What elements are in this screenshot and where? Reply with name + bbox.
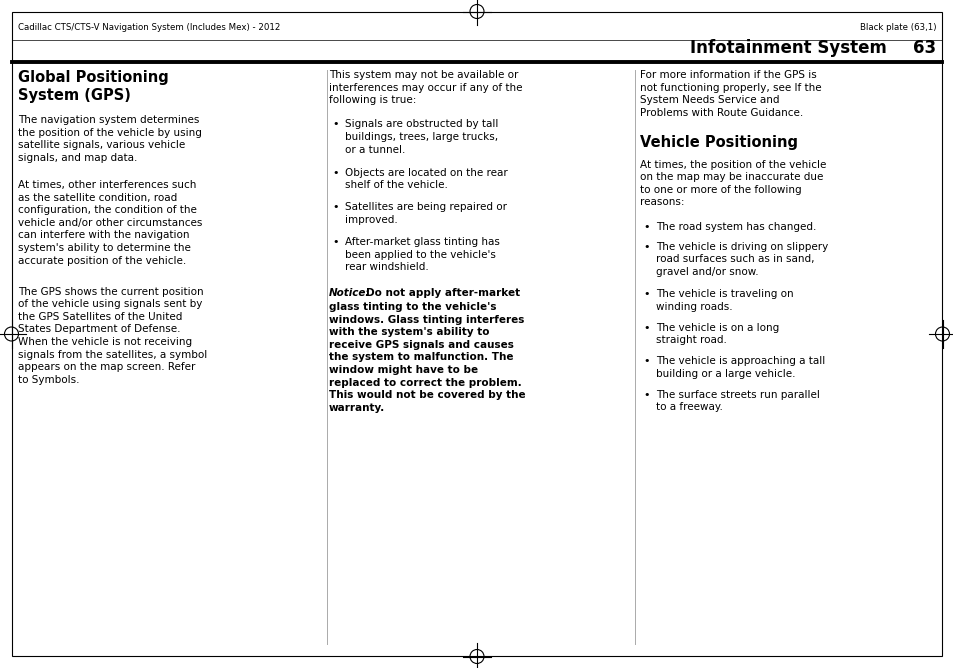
Text: The road system has changed.: The road system has changed.: [656, 222, 816, 232]
Text: •: •: [643, 356, 650, 366]
Text: •: •: [333, 168, 339, 178]
Text: glass tinting to the vehicle's
windows. Glass tinting interferes
with the system: glass tinting to the vehicle's windows. …: [329, 302, 525, 413]
Text: Objects are located on the rear
shelf of the vehicle.: Objects are located on the rear shelf of…: [345, 168, 507, 190]
Text: Cadillac CTS/CTS-V Navigation System (Includes Mex) - 2012: Cadillac CTS/CTS-V Navigation System (In…: [18, 23, 280, 33]
Text: •: •: [643, 222, 650, 232]
Text: Black plate (63,1): Black plate (63,1): [859, 23, 935, 33]
Text: 63: 63: [912, 39, 935, 57]
Text: The navigation system determines
the position of the vehicle by using
satellite : The navigation system determines the pos…: [18, 115, 202, 163]
Text: •: •: [643, 390, 650, 400]
Text: Do not apply after-market: Do not apply after-market: [366, 289, 519, 299]
Text: •: •: [643, 242, 650, 252]
Text: •: •: [333, 237, 339, 247]
Text: The vehicle is on a long
straight road.: The vehicle is on a long straight road.: [656, 323, 779, 345]
Text: The vehicle is driving on slippery
road surfaces such as in sand,
gravel and/or : The vehicle is driving on slippery road …: [656, 242, 827, 277]
Text: Vehicle Positioning: Vehicle Positioning: [639, 135, 797, 150]
Text: Infotainment System: Infotainment System: [689, 39, 886, 57]
Text: The GPS shows the current position
of the vehicle using signals sent by
the GPS : The GPS shows the current position of th…: [18, 287, 207, 385]
Text: This system may not be available or
interferences may occur if any of the
follow: This system may not be available or inte…: [329, 70, 522, 105]
Text: The surface streets run parallel
to a freeway.: The surface streets run parallel to a fr…: [656, 390, 819, 412]
Text: The vehicle is approaching a tall
building or a large vehicle.: The vehicle is approaching a tall buildi…: [656, 356, 824, 379]
Text: Global Positioning
System (GPS): Global Positioning System (GPS): [18, 70, 169, 103]
Text: Notice:: Notice:: [329, 289, 370, 299]
Text: •: •: [643, 323, 650, 333]
Text: After-market glass tinting has
been applied to the vehicle's
rear windshield.: After-market glass tinting has been appl…: [345, 237, 499, 272]
Text: •: •: [643, 289, 650, 299]
Text: At times, the position of the vehicle
on the map may be inaccurate due
to one or: At times, the position of the vehicle on…: [639, 160, 825, 207]
Text: For more information if the GPS is
not functioning properly, see If the
System N: For more information if the GPS is not f…: [639, 70, 821, 118]
Text: •: •: [333, 120, 339, 130]
Text: Signals are obstructed by tall
buildings, trees, large trucks,
or a tunnel.: Signals are obstructed by tall buildings…: [345, 120, 497, 154]
Text: Satellites are being repaired or
improved.: Satellites are being repaired or improve…: [345, 202, 506, 225]
Text: At times, other interferences such
as the satellite condition, road
configuratio: At times, other interferences such as th…: [18, 180, 202, 266]
Text: The vehicle is traveling on
winding roads.: The vehicle is traveling on winding road…: [656, 289, 793, 312]
Text: •: •: [333, 202, 339, 212]
